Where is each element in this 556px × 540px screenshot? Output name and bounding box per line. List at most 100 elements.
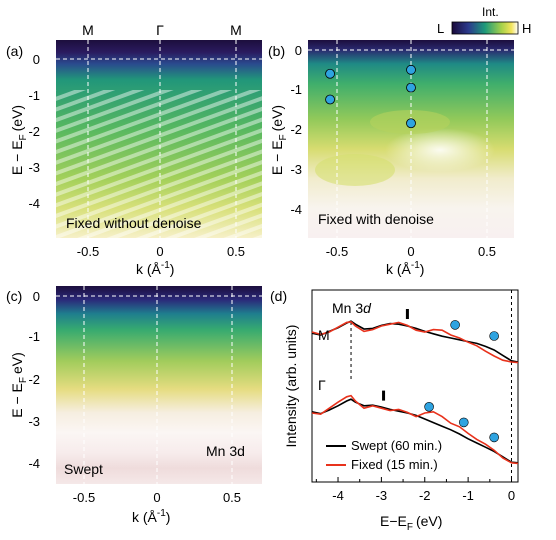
xtick-label: 0.5 (478, 244, 496, 259)
band-dots-b (325, 64, 416, 129)
xtick-label: -2 (419, 488, 431, 503)
legend-label-fixed: Fixed (15 min.) (351, 457, 438, 472)
ylabel-unit: (eV) (9, 105, 25, 131)
ylabel-sub: F (278, 134, 289, 140)
spectrum-fixed-line (311, 320, 519, 364)
xtick-label: 0 (153, 490, 160, 505)
panel-a-ylabel: E − EF (eV) (9, 105, 29, 175)
ylabel-unit: eV) (9, 352, 25, 374)
spectrum-fixed-line (311, 394, 519, 465)
panel-c-yticks: 0 -1 -2 -3 -4 (28, 289, 40, 471)
panel-b-xticks: -0.5 0 0.5 (326, 244, 496, 259)
ytick-label: -3 (290, 162, 302, 177)
panel-a-xlabel: k (Å-1) (136, 260, 174, 277)
peak-dot-marker (458, 417, 469, 428)
panel-d-xlabel: E−EF (eV) (380, 513, 442, 533)
ylabel-sub: F (18, 377, 29, 383)
ylabel-main: E − E (9, 140, 25, 175)
ytick-label: -4 (28, 196, 40, 211)
peak-dot-marker (489, 331, 499, 341)
ytick-label: 0 (295, 43, 302, 58)
panel-b-tag: (b) (268, 43, 285, 59)
top-label-m-left: M (82, 22, 94, 38)
panel-d-ylabel: Intensity (arb. units) (283, 325, 299, 448)
panel-c-xticks: -0.5 0 0.5 (73, 490, 241, 505)
peak-tick-marker (405, 309, 409, 319)
top-label-gamma: Γ (156, 22, 164, 38)
xtick-label: 0 (156, 244, 163, 259)
arpes-image-c (56, 286, 262, 484)
ytick-label: -4 (290, 202, 302, 217)
top-label-m-right: M (230, 22, 242, 38)
legend-label-swept: Swept (60 min.) (351, 438, 442, 453)
xtick-label: -3 (376, 488, 388, 503)
panel-d-legend: Swept (60 min.) Fixed (15 min.) (326, 438, 442, 472)
ytick-label: 0 (33, 52, 40, 67)
arpes-feature-b-2 (315, 154, 395, 186)
panel-d-annotation: Mn 3d (332, 300, 372, 316)
xlabel-exp: -1 (157, 508, 166, 519)
panel-d-xticks: -4 -3 -2 -1 0 (315, 477, 515, 503)
xlabel-text: k (Å (386, 261, 412, 277)
band-dot (406, 82, 416, 93)
panel-a: (a) M Γ M Fixed without denoise 0 -1 -2 … (6, 22, 262, 277)
colorbar-gradient (451, 21, 519, 35)
colorbar-high-label: H (522, 21, 531, 36)
ytick-label: -3 (28, 414, 40, 429)
ytick-label: -2 (290, 122, 302, 137)
xtick-label: 0 (508, 488, 515, 503)
panel-a-yticks: 0 -1 -2 -3 -4 (28, 52, 40, 211)
spectrum-swept-line (311, 320, 519, 363)
band-dot (406, 64, 416, 75)
colorbar: Int. L H (437, 5, 531, 36)
ylabel-unit: (eV) (269, 105, 285, 131)
xtick-label: 0.5 (227, 244, 245, 259)
spectrum-swept-line (311, 398, 519, 464)
panel-d-curves (311, 290, 519, 482)
xlabel-text: k (Å (132, 509, 158, 525)
curve-label-m: M (318, 327, 330, 343)
band-dot (406, 118, 416, 129)
panel-b: (b) Fixed with denoise 0 -1 -2 -3 -4 -0.… (268, 40, 514, 277)
peak-tick-marker (382, 390, 386, 401)
panel-d: (d) M Γ Mn 3d Swept (60 min.) Fixed (15 … (270, 288, 519, 533)
panel-b-ylabel: E − EF (eV) (269, 105, 289, 175)
curve-label-gamma: Γ (318, 377, 326, 393)
peak-dot-marker (489, 432, 499, 443)
ytick-label: -2 (28, 372, 40, 387)
ytick-label: -4 (28, 456, 40, 471)
arpes-feature-b-1 (385, 128, 495, 172)
xlabel-exp: -1 (161, 260, 170, 271)
band-dot (325, 68, 335, 79)
panel-a-inset-text: Fixed without denoise (66, 215, 202, 231)
panel-a-tag: (a) (6, 43, 23, 59)
panel-c-ylabel: E − EFeV) (9, 352, 29, 418)
arpes-noise-a (56, 90, 262, 238)
panel-a-xticks: -0.5 0 0.5 (77, 244, 245, 259)
peak-dot-marker (450, 320, 460, 330)
ytick-label: -1 (28, 329, 40, 344)
panel-d-frame (311, 289, 519, 483)
ylabel-sub: F (18, 134, 29, 140)
xtick-label: 0.5 (223, 490, 241, 505)
ytick-label: -3 (28, 160, 40, 175)
ylabel-main: E − E (269, 140, 285, 175)
xtick-label: -0.5 (73, 490, 95, 505)
ylabel-main: E − E (9, 383, 25, 418)
panel-d-tag: (d) (270, 288, 287, 304)
panel-c-tag: (c) (6, 288, 22, 304)
panel-c-inset-text: Swept (64, 461, 103, 477)
ytick-label: 0 (33, 289, 40, 304)
xlabel-exp: -1 (411, 260, 420, 271)
panel-b-inset-text: Fixed with denoise (318, 211, 434, 227)
xlabel-text: k (Å (136, 261, 162, 277)
panel-c-inset-text-2: Mn 3d (206, 443, 245, 459)
panel-b-xlabel: k (Å-1) (386, 260, 424, 277)
panel-c-xlabel: k (Å-1) (132, 508, 170, 525)
colorbar-low-label: L (437, 21, 444, 36)
xtick-label: -4 (332, 488, 344, 503)
xtick-label: -0.5 (326, 244, 348, 259)
panel-c: (c) Swept Mn 3d 0 -1 -2 -3 -4 -0.5 0 0.5… (6, 286, 262, 525)
ytick-label: -1 (290, 82, 302, 97)
